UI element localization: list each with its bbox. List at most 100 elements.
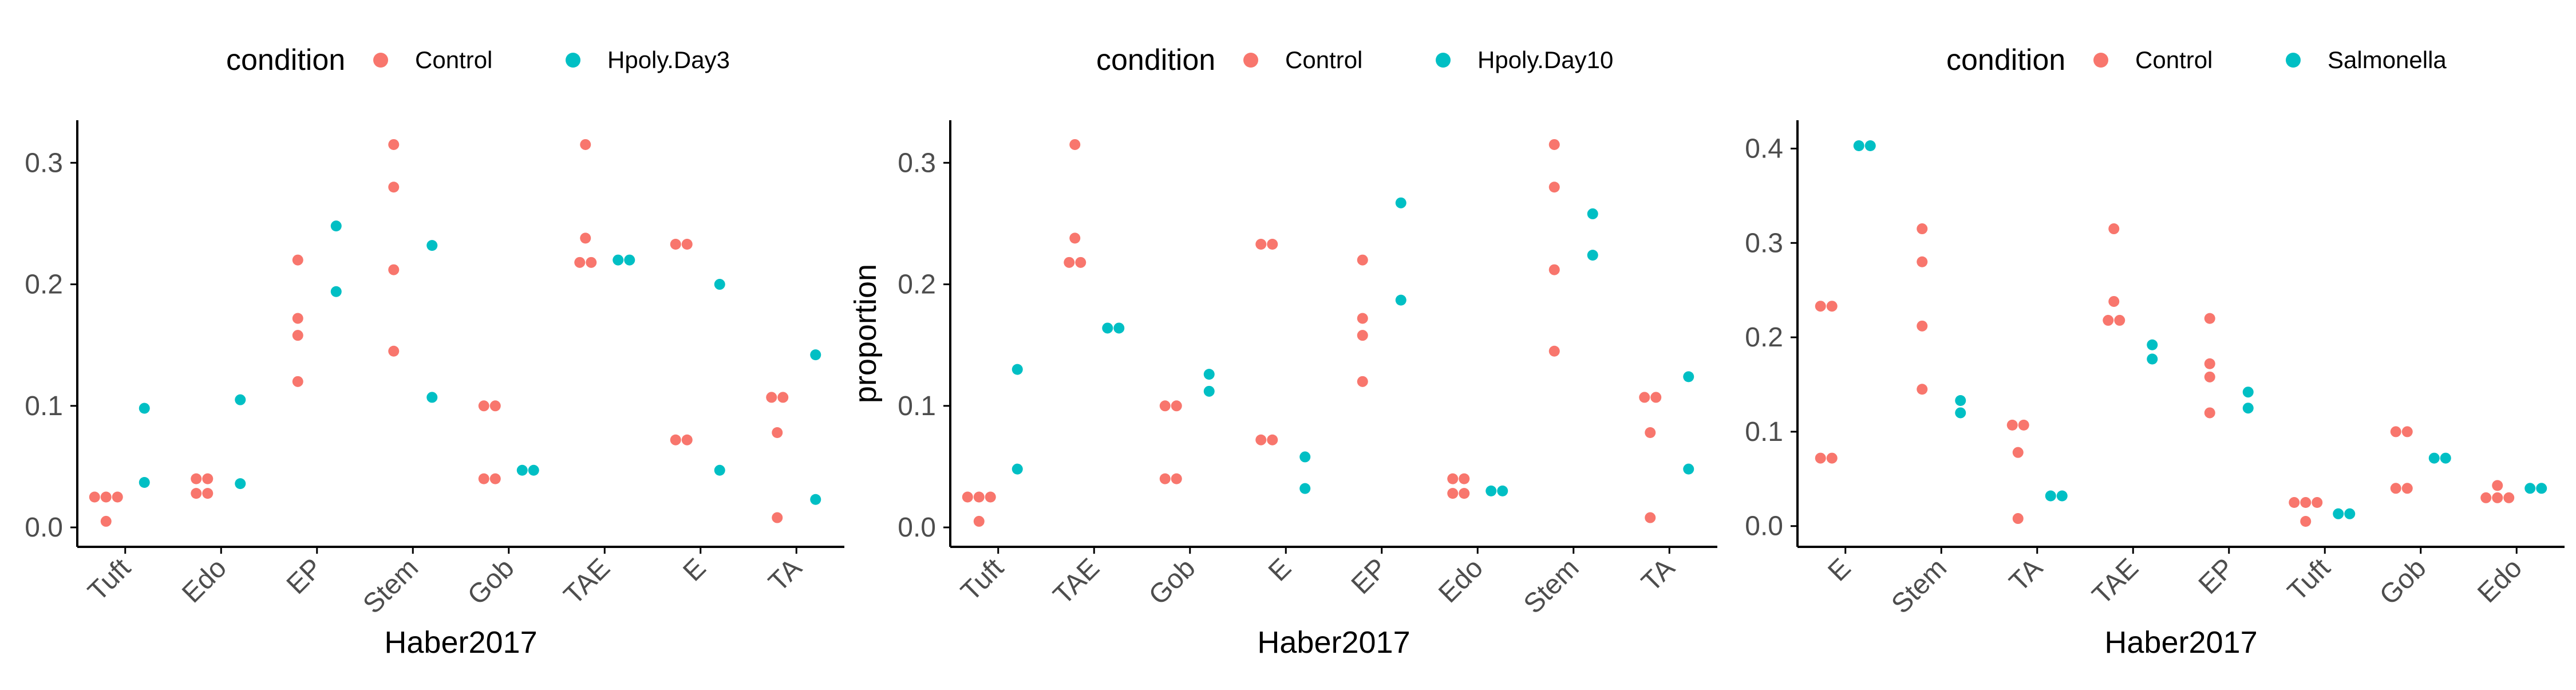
data-point-control-tuft xyxy=(89,491,100,503)
legend-label: Control xyxy=(415,46,492,73)
data-point-hpoly-day3-e xyxy=(714,279,725,290)
data-point-control-e xyxy=(1255,238,1267,250)
data-point-control-stem xyxy=(388,182,400,193)
data-point-hpoly-day3-ep xyxy=(330,220,342,232)
chart-panel-2: condition Control Hpoly.Day10 0.0 0.1 0.2 0.3 T… xyxy=(848,44,1717,660)
data-point-control-ta xyxy=(2012,513,2024,525)
data-point-hpoly-day3-e xyxy=(714,464,725,476)
x-tick-label: EP xyxy=(1346,553,1393,600)
data-point-control-tae xyxy=(2108,295,2120,307)
data-point-control-ta xyxy=(1645,512,1656,523)
data-point-salmonella-edo xyxy=(2536,483,2547,494)
data-point-control-ta xyxy=(1645,427,1656,438)
data-point-hpoly-day10-ep xyxy=(1395,294,1406,306)
data-point-control-tuft xyxy=(2312,497,2323,508)
data-point-hpoly-day10-ta xyxy=(1683,463,1694,475)
data-point-control-edo xyxy=(1447,473,1459,484)
x-tick-label: TA xyxy=(2004,553,2048,597)
data-point-control-edo xyxy=(191,473,202,484)
data-point-control-tae xyxy=(2103,314,2114,326)
data-point-control-edo xyxy=(2480,492,2492,503)
data-point-hpoly-day3-tae xyxy=(624,254,635,266)
data-point-control-e xyxy=(670,238,681,250)
data-point-hpoly-day10-ep xyxy=(1395,197,1406,208)
data-point-hpoly-day3-tuft xyxy=(139,477,150,488)
data-point-hpoly-day3-gob xyxy=(528,464,539,476)
data-point-control-edo xyxy=(1447,488,1459,499)
legend-label: Salmonella xyxy=(2328,46,2447,73)
data-point-control-e xyxy=(1826,452,1838,464)
x-tick-label: Tuft xyxy=(82,553,137,607)
data-point-salmonella-ep xyxy=(2242,403,2254,414)
data-point-control-tuft xyxy=(973,491,985,503)
data-point-control-gob xyxy=(1171,473,1182,484)
data-point-hpoly-day3-stem xyxy=(426,240,438,251)
data-point-control-gob xyxy=(478,473,489,484)
legend-key-hpoly-day10 xyxy=(1436,53,1451,68)
data-point-control-ta xyxy=(777,392,789,403)
data-point-salmonella-tuft xyxy=(2344,508,2356,519)
data-point-control-tuft xyxy=(2300,497,2312,508)
x-tick-label: TA xyxy=(763,553,808,597)
data-point-control-stem xyxy=(1917,223,1928,235)
data-point-control-ta xyxy=(772,427,783,438)
legend-key-control xyxy=(2093,53,2108,68)
data-point-control-edo xyxy=(2503,492,2515,503)
data-point-control-e xyxy=(1255,434,1267,445)
legend-key-hpoly-day3 xyxy=(566,53,580,68)
legend-label: Hpoly.Day10 xyxy=(1477,46,1613,73)
data-point-control-e xyxy=(670,434,681,445)
y-tick-label: 0.0 xyxy=(1745,511,1783,542)
data-point-control-tae xyxy=(1069,232,1081,244)
x-tick-label: Gob xyxy=(462,553,520,611)
x-tick-label: Tuft xyxy=(955,553,1010,607)
data-point-control-e xyxy=(1267,434,1278,445)
data-point-control-gob xyxy=(1159,400,1171,412)
data-point-hpoly-day3-ep xyxy=(330,286,342,297)
data-point-control-tuft xyxy=(100,515,112,527)
legend-title: condition xyxy=(1946,44,2065,77)
x-tick-label: TAE xyxy=(1048,553,1105,610)
data-point-hpoly-day10-e xyxy=(1299,451,1311,463)
data-point-control-gob xyxy=(2390,483,2401,494)
data-point-control-ep xyxy=(292,376,303,387)
data-point-control-tuft xyxy=(985,491,996,503)
data-point-salmonella-ta xyxy=(2056,490,2068,502)
data-point-hpoly-day10-tuft xyxy=(1012,463,1023,475)
data-point-control-gob xyxy=(1159,473,1171,484)
data-point-control-tae xyxy=(580,139,591,150)
x-axis-title: Haber2017 xyxy=(384,625,537,660)
data-point-control-stem xyxy=(1548,139,1560,150)
data-point-control-edo xyxy=(191,488,202,499)
legend-key-control xyxy=(373,53,388,68)
data-point-control-ep xyxy=(2204,371,2215,383)
data-point-salmonella-ta xyxy=(2045,490,2056,502)
data-point-control-stem xyxy=(388,139,400,150)
data-point-control-ta xyxy=(772,512,783,523)
data-point-salmonella-edo xyxy=(2524,483,2536,494)
data-point-hpoly-day3-ta xyxy=(810,494,821,505)
data-point-control-ta xyxy=(1639,392,1650,403)
y-tick-label: 0.3 xyxy=(25,148,63,178)
y-tick-label: 0.4 xyxy=(1745,133,1783,164)
data-point-control-ep xyxy=(1357,313,1368,324)
x-axis-title: Haber2017 xyxy=(1257,625,1410,660)
data-point-control-stem xyxy=(1548,345,1560,357)
y-tick-label: 0.2 xyxy=(1745,322,1783,353)
data-point-control-stem xyxy=(388,264,400,275)
legend-key-salmonella xyxy=(2286,53,2301,68)
data-point-control-tae xyxy=(2108,223,2120,235)
data-point-hpoly-day10-tae xyxy=(1102,322,1113,334)
data-point-control-edo xyxy=(2492,492,2503,503)
y-tick-label: 0.3 xyxy=(1745,228,1783,258)
data-point-hpoly-day3-ta xyxy=(810,349,821,361)
data-point-hpoly-day10-gob xyxy=(1203,369,1215,380)
data-point-control-stem xyxy=(388,345,400,357)
y-tick-label: 0.1 xyxy=(898,391,936,421)
data-point-hpoly-day10-edo xyxy=(1497,485,1508,496)
x-tick-label: TAE xyxy=(2087,553,2144,610)
data-point-control-gob xyxy=(2390,426,2401,437)
data-point-control-tae xyxy=(1069,139,1081,150)
data-point-control-ep xyxy=(292,330,303,341)
